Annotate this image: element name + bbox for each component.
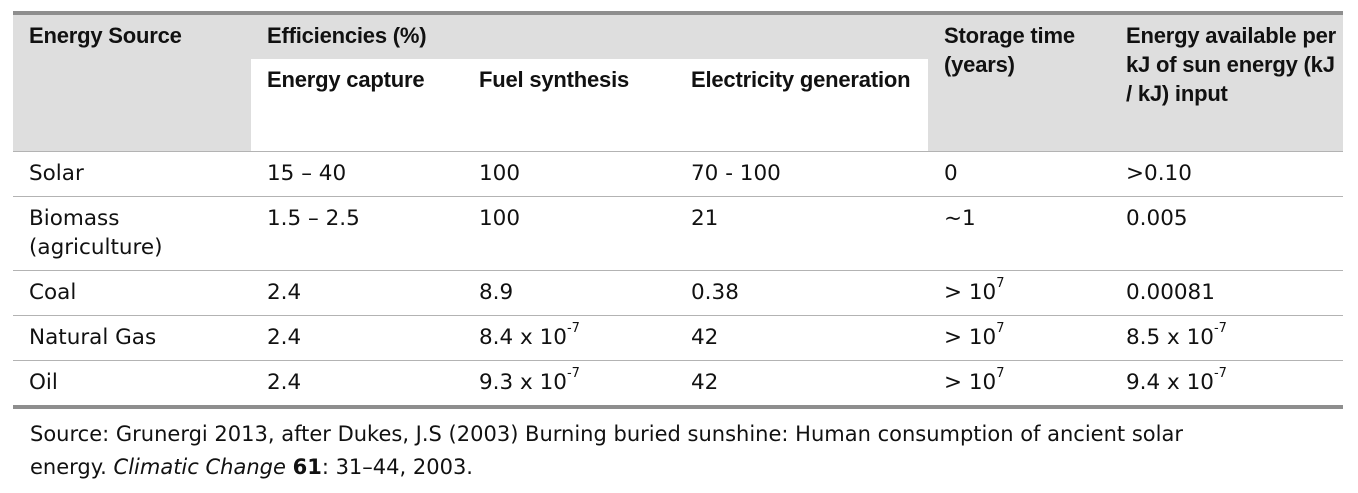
cell-capture: 15 – 40	[267, 161, 347, 186]
source-citation: Source: Grunergi 2013, after Dukes, J.S …	[30, 418, 1230, 484]
header-row-1: Energy Source Efficiencies (%) Storage t…	[13, 15, 1343, 152]
table-row: Solar 15 – 40 100 70 - 100 0 >0.10	[13, 152, 1343, 197]
biomass-label: Biomass (agriculture)	[29, 206, 163, 260]
storage-base: > 10	[944, 325, 997, 350]
cell-capture: 2.4	[267, 325, 302, 350]
table-row: Oil 2.4 9.3 x 10-7 42 > 107 9.4 x 10-7	[13, 361, 1343, 406]
cell-electricity: 70 - 100	[691, 161, 781, 186]
header-energy-capture: Energy capture	[251, 59, 463, 152]
cell-capture: 2.4	[267, 370, 302, 395]
cell-electricity: 0.38	[691, 280, 739, 305]
cell-storage: > 107	[928, 361, 1110, 406]
storage-base: > 10	[944, 280, 997, 305]
table-row: Natural Gas 2.4 8.4 x 10-7 42 > 107 8.5 …	[13, 316, 1343, 361]
cell-storage: ~1	[944, 206, 976, 231]
cell-synthesis: 8.9	[479, 280, 514, 305]
storage-exponent: 7	[996, 275, 1005, 291]
cell-source: Solar	[29, 161, 84, 186]
cell-electricity: 42	[691, 325, 719, 350]
cell-synthesis: 100	[479, 161, 521, 186]
storage-base: > 10	[944, 370, 997, 395]
cell-available: 8.5 x 10-7	[1110, 316, 1343, 361]
cell-storage: > 107	[928, 316, 1110, 361]
cell-source: Coal	[29, 280, 77, 305]
available-exponent: -7	[1213, 365, 1227, 381]
table-top-rule	[13, 11, 1343, 15]
table-row: Coal 2.4 8.9 0.38 > 107 0.00081	[13, 271, 1343, 316]
cell-source: Oil	[29, 370, 58, 395]
storage-exponent: 7	[996, 365, 1005, 381]
cell-electricity: 42	[691, 370, 719, 395]
storage-exponent: 7	[996, 320, 1005, 336]
cell-electricity: 21	[691, 206, 719, 231]
header-energy-source: Energy Source	[13, 15, 251, 152]
synthesis-exponent: -7	[566, 320, 580, 336]
energy-table-container: Energy Source Efficiencies (%) Storage t…	[13, 11, 1343, 409]
cell-available: 0.005	[1126, 206, 1188, 231]
cell-synthesis: 9.3 x 10-7	[463, 361, 675, 406]
cell-capture: 2.4	[267, 280, 302, 305]
cell-available: 9.4 x 10-7	[1110, 361, 1343, 406]
header-efficiencies: Efficiencies (%)	[251, 15, 928, 59]
available-base: 9.4 x 10	[1126, 370, 1214, 395]
available-base: 8.5 x 10	[1126, 325, 1214, 350]
header-energy-available: Energy available per kJ of sun energy (k…	[1110, 15, 1343, 152]
source-prefix: Source: Grunergi 2013, after Dukes, J.S …	[30, 422, 1183, 479]
cell-capture: 1.5 – 2.5	[267, 206, 360, 231]
cell-available: >0.10	[1126, 161, 1192, 186]
cell-source: Natural Gas	[29, 325, 157, 350]
cell-storage: 0	[944, 161, 958, 186]
header-electricity-generation: Electricity generation	[675, 59, 928, 152]
header-fuel-synthesis: Fuel synthesis	[463, 59, 675, 152]
cell-synthesis: 8.4 x 10-7	[463, 316, 675, 361]
source-journal: Climatic Change	[113, 455, 286, 479]
source-volume: 61	[292, 455, 322, 479]
header-row-2: Energy capture Fuel synthesis Electricit…	[13, 59, 1343, 152]
source-suffix: : 31–44, 2003.	[321, 455, 473, 479]
synthesis-base: 9.3 x 10	[479, 370, 567, 395]
header-storage-time: Storage time (years)	[928, 15, 1110, 152]
synthesis-base: 8.4 x 10	[479, 325, 567, 350]
cell-available: 0.00081	[1126, 280, 1215, 305]
table-bottom-rule	[13, 405, 1343, 409]
available-exponent: -7	[1213, 320, 1227, 336]
cell-storage: > 107	[928, 271, 1110, 316]
table-row: Biomass (agriculture) 1.5 – 2.5 100 21 ~…	[13, 197, 1343, 271]
cell-synthesis: 100	[479, 206, 521, 231]
cell-source: Biomass (agriculture)	[13, 197, 251, 271]
synthesis-exponent: -7	[566, 365, 580, 381]
energy-efficiency-table: Energy Source Efficiencies (%) Storage t…	[13, 15, 1343, 405]
